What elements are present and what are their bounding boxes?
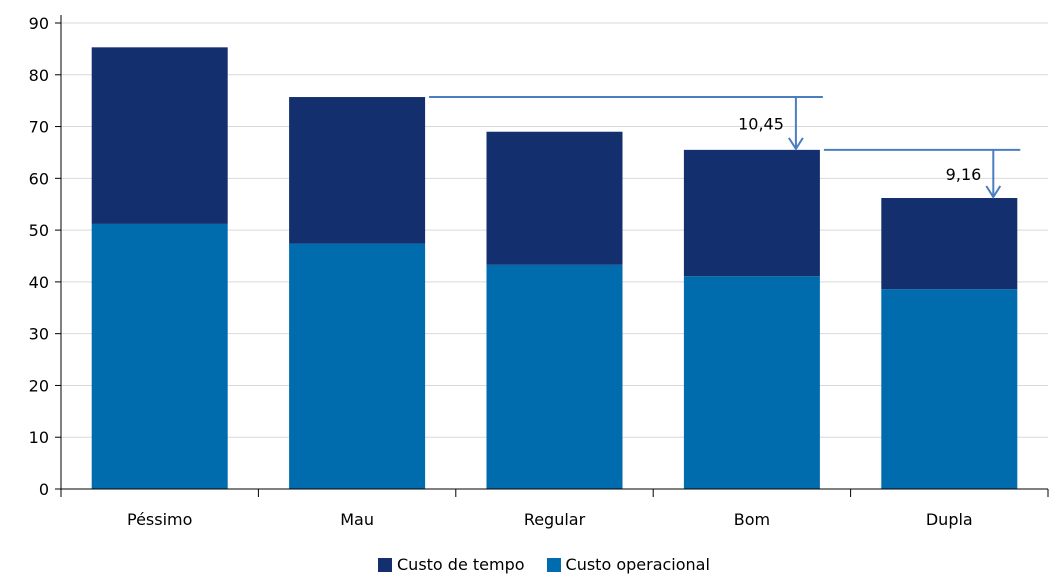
x-tick-label-mau: Mau [340, 510, 374, 529]
y-tick-label: 0 [39, 480, 49, 499]
annotation-label: 10,45 [738, 114, 784, 133]
y-tick-label: 10 [29, 428, 49, 447]
bar-custo-operacional-mau [289, 243, 426, 489]
y-tick-label: 40 [29, 273, 49, 292]
legend-swatch-custo-de-tempo [378, 557, 392, 572]
chart-legend: Custo de tempo Custo operacional [378, 554, 710, 575]
x-tick-label-regular: Regular [524, 510, 586, 529]
y-tick-label: 60 [29, 169, 49, 188]
x-tick-label-dupla: Dupla [926, 510, 973, 529]
stacked-bar-chart: 0 10 20 30 40 50 60 70 80 90 Péssimo Mau Regular Bom D… [29, 14, 1049, 529]
legend-swatch-custo-operacional [546, 557, 561, 572]
bar-custo-operacional-bom [683, 276, 820, 489]
bar-custo-de-tempo-mau [289, 97, 426, 244]
y-tick-label: 20 [29, 376, 49, 395]
bar-custo-de-tempo-pessimo [91, 47, 228, 224]
legend-item-custo-operacional: Custo operacional [546, 554, 710, 574]
bar-custo-de-tempo-bom [683, 149, 820, 277]
legend-label-custo-operacional: Custo operacional [565, 554, 710, 574]
bar-custo-de-tempo-dupla [881, 198, 1018, 290]
legend-label-custo-de-tempo: Custo de tempo [397, 554, 525, 574]
y-tick-label: 30 [29, 325, 49, 344]
y-tick-label: 80 [29, 66, 49, 85]
annotation-arrow-head [985, 185, 1002, 199]
legend-item-custo-de-tempo: Custo de tempo [378, 554, 525, 574]
bar-custo-de-tempo-regular [486, 131, 623, 265]
annotation-arrow-head [788, 137, 804, 151]
y-tick-label: 50 [29, 221, 49, 240]
bar-custo-operacional-regular [486, 264, 623, 489]
x-tick-label-bom: Bom [734, 510, 770, 529]
bar-custo-operacional-dupla [881, 289, 1018, 489]
x-tick-label-pessimo: Péssimo [127, 510, 192, 529]
y-tick-label: 90 [29, 14, 49, 33]
annotation-label: 9,16 [946, 165, 982, 184]
y-tick-label: 70 [29, 118, 49, 137]
bar-custo-operacional-pessimo [91, 223, 228, 490]
